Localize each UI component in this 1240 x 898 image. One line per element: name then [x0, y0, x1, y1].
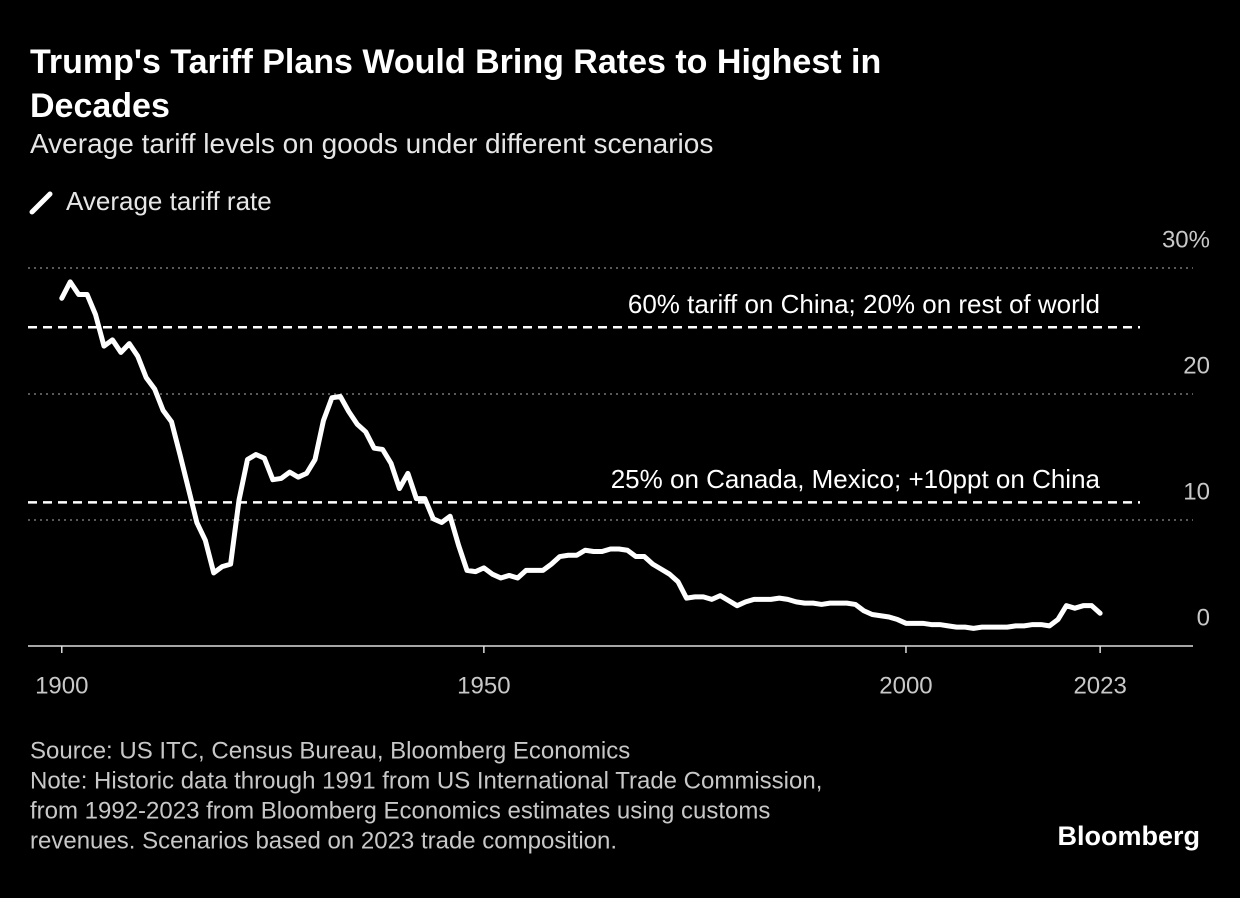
x-tick-label: 2000 [879, 672, 932, 699]
chart-title: Trump's Tariff Plans Would Bring Rates t… [30, 43, 882, 125]
y-tick-label: 20 [1183, 352, 1210, 379]
logo: Bloomberg [1057, 821, 1200, 851]
legend-icon [29, 191, 53, 215]
y-tick-label: 10 [1183, 478, 1210, 505]
scenario-label: 25% on Canada, Mexico; +10ppt on China [611, 464, 1101, 494]
source: Source: US ITC, Census Bureau, Bloomberg… [30, 737, 630, 764]
note: revenues. Scenarios based on 2023 trade … [30, 827, 617, 854]
note: Note: Historic data through 1991 from US… [30, 767, 822, 794]
y-tick-label: 30% [1162, 226, 1210, 253]
data-line [59, 279, 1103, 631]
y-tick-label: 0 [1197, 604, 1210, 631]
chart-subtitle: Average tariff levels on goods under dif… [30, 128, 714, 159]
scenario-label: 60% tariff on China; 20% on rest of worl… [628, 289, 1100, 319]
x-tick-label: 1950 [457, 672, 510, 699]
x-tick-label: 1900 [35, 672, 88, 699]
legend-label: Average tariff rate [66, 186, 272, 216]
note: from 1992-2023 from Bloomberg Economics … [30, 797, 770, 824]
x-tick-label: 2023 [1073, 672, 1126, 699]
